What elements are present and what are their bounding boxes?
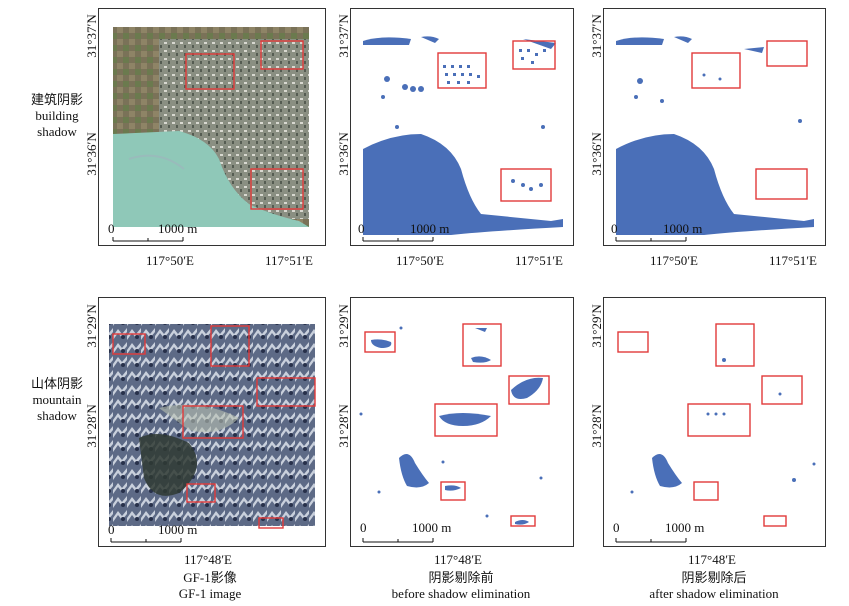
row1-p1-lat-bottom: 31°36′N [84,132,99,176]
col2-caption-cn: 阴影剔除前 [428,570,494,585]
row2-p3-lon-center: 117°48′E [688,552,737,567]
row1-image-panel [98,8,326,246]
row2-p2-lon-center: 117°48′E [434,552,483,567]
row2-label-en-2: shadow [37,408,77,423]
row2-p1-lon-center: 117°48′E [184,552,233,567]
row1-p3-lon-right: 117°51′E [769,253,818,268]
row2-label-cn: 山体阴影 [30,376,83,391]
row2-before-map [359,323,550,543]
row2-p1-scale-end: 1000 m [158,522,198,537]
row2-p2-lat-top: 31°29′N [336,304,351,348]
col3-caption-en: after shadow elimination [649,586,779,601]
row1-p1-scale-end: 1000 m [158,221,198,236]
row1-p1-scale-start: 0 [108,221,115,236]
row2-image-panel [98,297,326,547]
col1-caption-cn: GF-1影像 [183,570,237,585]
row2-label-en-1: mountain [32,392,82,407]
row2-p3-lat-top: 31°29′N [589,304,604,348]
row2-before-panel [350,297,574,547]
row1-before-map [362,36,563,242]
row2-p3-scale-start: 0 [613,520,620,535]
row1-label-en-2: shadow [37,124,77,139]
row2-p2-scale-start: 0 [360,520,367,535]
row2-p3-lat-bottom: 31°28′N [589,404,604,448]
row1-p1-lon-right: 117°51′E [265,253,314,268]
col1-caption-en: GF-1 image [178,586,242,601]
row1-after-panel [603,8,826,246]
row1-before-panel [350,8,574,246]
row1-p1-lat-top: 31°37′N [84,14,99,58]
row1-p3-lat-top: 31°37′N [589,14,604,58]
col2-caption-en: before shadow elimination [391,586,531,601]
row1-label-en-1: building [35,108,79,123]
row1-p2-lat-top: 31°37′N [336,14,351,58]
row1-p2-scale-start: 0 [358,221,365,236]
col3-caption-cn: 阴影剔除后 [681,570,747,585]
row2-p2-lat-bottom: 31°28′N [336,404,351,448]
row1-p3-lon-left: 117°50′E [650,253,699,268]
row1-p1-lon-left: 117°50′E [146,253,195,268]
row1-p3-lat-bottom: 31°36′N [589,132,604,176]
row2-p1-scale-start: 0 [108,522,115,537]
row2-satellite-image [109,324,316,543]
row1-p2-lon-left: 117°50′E [396,253,445,268]
row1-after-map [615,36,814,242]
row2-p1-lat-bottom: 31°28′N [84,404,99,448]
row1-p2-lon-right: 117°51′E [515,253,564,268]
row2-after-panel [603,297,826,547]
row1-p3-scale-start: 0 [611,221,618,236]
row1-p2-lat-bottom: 31°36′N [336,132,351,176]
row2-p2-scale-end: 1000 m [412,520,452,535]
row1-satellite-image [112,27,309,242]
row2-after-map [615,323,816,543]
row1-p3-scale-end: 1000 m [663,221,703,236]
row2-p3-scale-end: 1000 m [665,520,705,535]
row2-p1-lat-top: 31°29′N [84,304,99,348]
row1-p2-scale-end: 1000 m [410,221,450,236]
row1-label-cn: 建筑阴影 [30,92,83,107]
